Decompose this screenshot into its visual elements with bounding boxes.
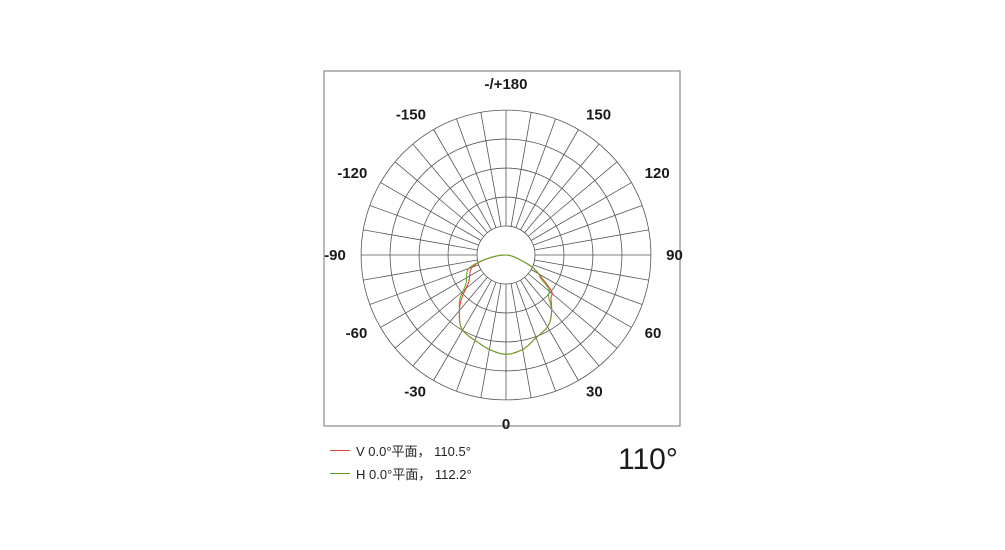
svg-text:0: 0 [502, 416, 510, 433]
svg-text:30: 30 [586, 384, 603, 401]
svg-text:90: 90 [666, 247, 683, 264]
svg-text:120: 120 [645, 165, 670, 182]
svg-text:-60: -60 [346, 325, 368, 342]
svg-text:-30: -30 [404, 384, 426, 401]
svg-text:-90: -90 [324, 247, 346, 264]
svg-text:-/+180: -/+180 [485, 76, 528, 93]
svg-text:-150: -150 [396, 106, 426, 123]
svg-text:150: 150 [586, 106, 611, 123]
svg-text:60: 60 [645, 325, 662, 342]
svg-text:-120: -120 [337, 165, 367, 182]
